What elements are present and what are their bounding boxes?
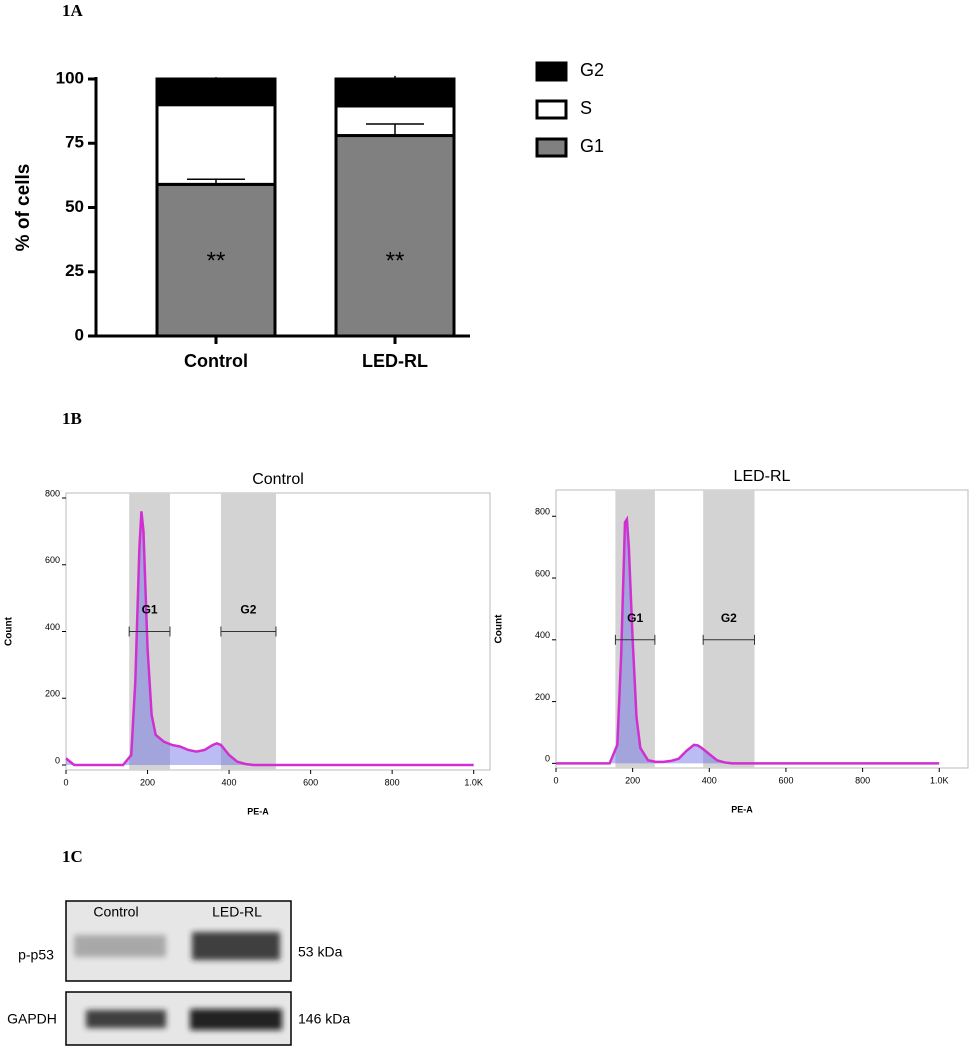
annotation: **	[207, 247, 226, 274]
curve	[65, 511, 474, 767]
y-tick-label: 200	[45, 689, 60, 699]
legend-label: G2	[580, 60, 604, 80]
y-tick-label: 75	[65, 133, 84, 152]
panel-label: 1B	[62, 409, 82, 428]
bar-segment	[155, 182, 277, 338]
legend-label: S	[580, 98, 592, 118]
gate-label: G1	[142, 603, 158, 617]
x-axis-label: PE-A	[731, 804, 753, 814]
size-label: 53 kDa	[298, 944, 343, 960]
y-tick-label: 600	[535, 568, 550, 578]
x-tick-label: 800	[385, 777, 400, 787]
x-tick-label: 1.0K	[930, 775, 949, 785]
y-tick-label: 200	[535, 692, 550, 702]
x-tick-label: 800	[855, 775, 870, 785]
curve	[556, 515, 940, 765]
x-tick-label: 1.0K	[464, 777, 483, 787]
bar-segment	[334, 134, 456, 338]
y-axis-label: Count	[4, 616, 15, 646]
y-axis-label: Count	[494, 614, 505, 644]
gate-label: G2	[240, 603, 256, 617]
y-tick-label: 25	[65, 261, 84, 280]
legend-swatch	[535, 61, 568, 82]
bar-segment	[155, 103, 277, 186]
panel-label: 1A	[62, 1, 84, 20]
band	[190, 1009, 282, 1030]
x-tick-label: Control	[184, 351, 248, 371]
legend-swatch	[535, 137, 568, 158]
y-tick-label: 600	[45, 555, 60, 565]
x-tick-label: 600	[778, 775, 793, 785]
y-tick-label: 0	[545, 754, 550, 764]
lane-label: LED-RL	[212, 904, 262, 920]
y-tick-label: 50	[65, 197, 84, 216]
chart-title: LED-RL	[734, 468, 791, 485]
lane-label: Control	[93, 904, 138, 920]
y-tick-label: 400	[535, 630, 550, 640]
bar-segment	[334, 104, 456, 138]
gate-region	[703, 490, 755, 768]
gate-label: G2	[721, 611, 737, 625]
panel-label: 1C	[62, 847, 83, 866]
y-axis-label: % of cells	[13, 164, 34, 252]
band	[192, 932, 280, 960]
y-tick-label: 100	[56, 68, 84, 87]
chart-title: Control	[252, 471, 304, 488]
y-tick-label: 800	[535, 507, 550, 517]
x-tick-label: 200	[625, 775, 640, 785]
x-tick-label: 0	[553, 775, 558, 785]
band	[74, 935, 166, 957]
band	[86, 1010, 166, 1028]
x-tick-label: 200	[140, 777, 155, 787]
y-tick-label: 0	[75, 325, 84, 344]
x-tick-label: LED-RL	[362, 351, 428, 371]
size-label: 146 kDa	[298, 1011, 350, 1027]
protein-label: GAPDH	[7, 1011, 57, 1027]
x-tick-label: 400	[702, 775, 717, 785]
western-blot: Control LED-RL p-p53 GAPDH 53 kDa 146 kD…	[7, 900, 350, 1046]
legend-swatch	[535, 99, 568, 120]
y-tick-label: 800	[45, 488, 60, 498]
x-tick-label: 0	[63, 777, 68, 787]
legend-label: G1	[580, 136, 604, 156]
annotation: **	[386, 247, 405, 274]
x-axis-label: PE-A	[247, 806, 269, 816]
x-tick-label: 600	[303, 777, 318, 787]
gate-label: G1	[627, 611, 643, 625]
y-tick-label: 400	[45, 622, 60, 632]
y-tick-label: 0	[55, 755, 60, 765]
x-tick-label: 400	[222, 777, 237, 787]
protein-label: p-p53	[18, 947, 54, 963]
